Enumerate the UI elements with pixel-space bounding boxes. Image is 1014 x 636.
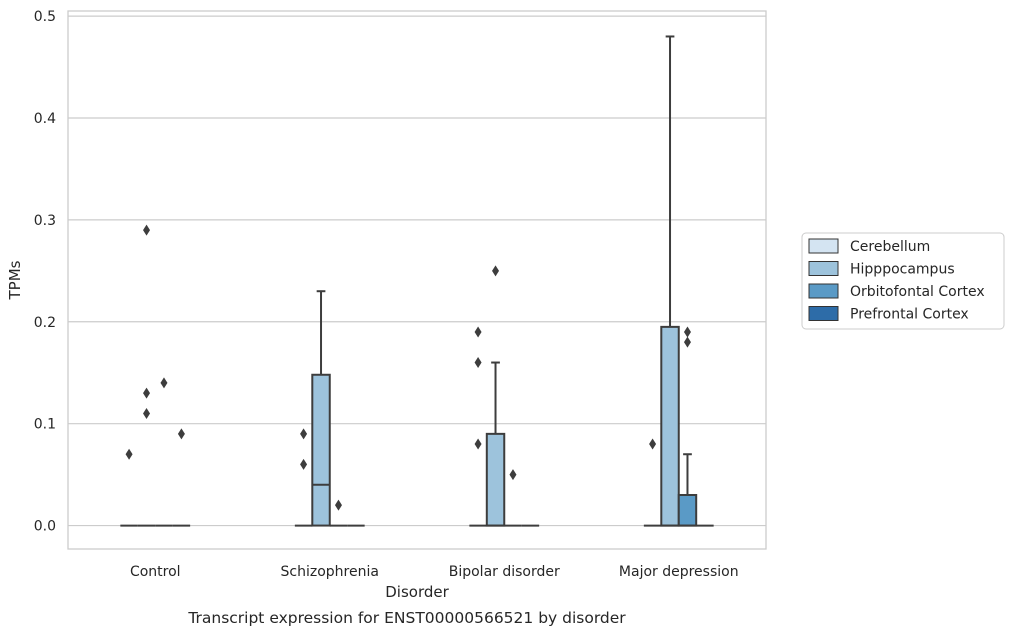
x-tick-label-2: Bipolar disorder: [449, 564, 560, 580]
box-0-3: [643, 438, 662, 527]
box-2-2: [504, 469, 522, 527]
box-body: [677, 493, 698, 527]
box-1-3: [660, 35, 680, 527]
outlier-point-0: [509, 469, 517, 481]
box-1-0: [137, 224, 156, 527]
legend-label-3: Prefrontal Cortex: [850, 307, 969, 323]
box-3-0: [172, 428, 191, 527]
outlier-point-0: [649, 438, 657, 450]
box-0-0: [120, 448, 138, 527]
box-body: [660, 325, 680, 527]
legend-frame: [801, 232, 1005, 330]
outlier-point-0: [334, 499, 342, 511]
box-2-0: [155, 377, 173, 527]
y-tick-label-2: 0.2: [34, 315, 56, 331]
outlier-point-1: [683, 326, 691, 338]
y-axis-label: TPMs: [6, 260, 24, 300]
x-axis-label: Disorder: [385, 583, 449, 601]
outlier-point-0: [143, 407, 151, 419]
legend-swatch-0: [808, 238, 839, 254]
outlier-point-0: [300, 458, 308, 470]
y-tick-label-1: 0.1: [34, 417, 56, 433]
box-body: [311, 373, 331, 527]
outlier-point-0: [177, 428, 185, 440]
box-0-2: [469, 326, 487, 527]
y-tick-label-3: 0.3: [34, 213, 56, 229]
plot-frame: [67, 10, 767, 550]
outlier-point-0: [492, 265, 500, 277]
outlier-point-0: [160, 377, 168, 389]
outlier-point-0: [474, 438, 482, 450]
outlier-point-1: [300, 428, 308, 440]
y-tick-label-4: 0.4: [34, 111, 56, 127]
outlier-point-1: [474, 357, 482, 369]
y-tick-label-0: 0.0: [34, 519, 56, 535]
legend-swatch-1: [808, 261, 839, 276]
outlier-point-2: [143, 224, 151, 236]
x-axis-ticks: Control Schizophrenia Bipolar disorder Majo…: [130, 564, 739, 580]
x-tick-label-1: Schizophrenia: [281, 564, 379, 580]
legend-label-1: Hipppocampus: [850, 262, 955, 278]
box-body: [485, 432, 506, 527]
legend-swatch-2: [808, 283, 839, 299]
box-2-1: [329, 499, 348, 527]
legend-swatch-3: [808, 306, 839, 321]
outlier-point-1: [143, 387, 151, 399]
plot-area: [120, 35, 714, 527]
legend-label-2: Orbitofontal Cortex: [850, 284, 985, 300]
x-tick-label-3: Major depression: [619, 564, 739, 580]
y-tick-label-5: 0.5: [34, 9, 56, 25]
outlier-point-2: [474, 326, 482, 338]
chart-caption: Transcript expression for ENST0000056652…: [187, 609, 626, 627]
legend-label-0: Cerebellum: [850, 239, 930, 255]
box-0-1: [294, 428, 313, 527]
x-tick-label-0: Control: [130, 564, 181, 580]
box-1-2: [485, 265, 506, 527]
box-1-1: [311, 290, 331, 527]
box-2-3: [677, 326, 698, 527]
y-axis-ticks: 0.0 0.1 0.2 0.3 0.4 0.5: [34, 9, 56, 534]
legend: Cerebellum Hipppocampus Orbitofontal Corte…: [801, 232, 1005, 330]
outlier-point-0: [683, 336, 691, 348]
outlier-point-0: [125, 448, 133, 460]
